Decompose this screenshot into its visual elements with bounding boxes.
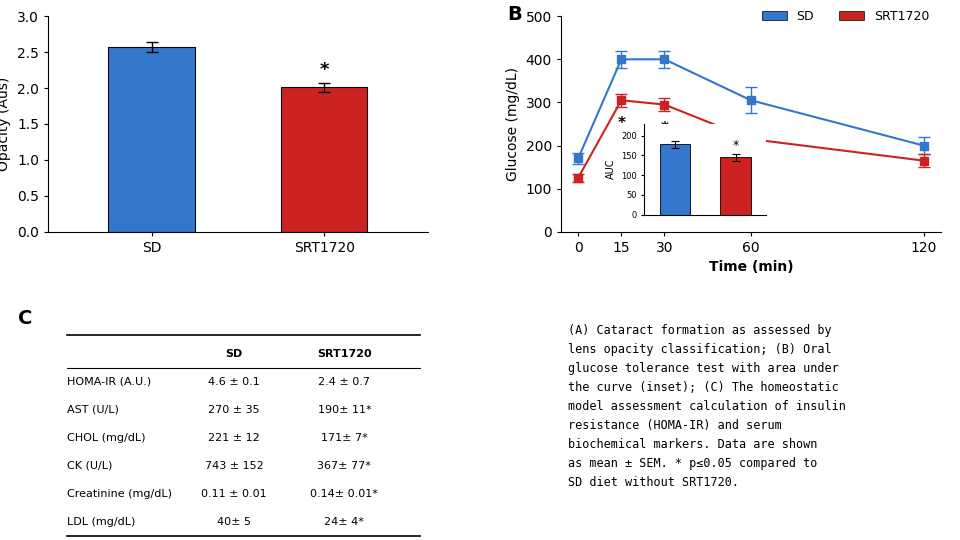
Text: 0.11 ± 0.01: 0.11 ± 0.01: [202, 489, 267, 498]
Text: 40± 5: 40± 5: [217, 517, 252, 526]
Text: CK (U/L): CK (U/L): [67, 461, 112, 471]
Text: SRT1720: SRT1720: [317, 348, 372, 359]
Text: SD: SD: [226, 348, 243, 359]
Text: 0.14± 0.01*: 0.14± 0.01*: [310, 489, 378, 498]
Text: 24± 4*: 24± 4*: [324, 517, 364, 526]
Text: 2.4 ± 0.7: 2.4 ± 0.7: [319, 376, 371, 387]
Text: 171± 7*: 171± 7*: [321, 433, 368, 443]
Text: B: B: [508, 5, 522, 24]
Text: (A) Cataract formation as assessed by
lens opacity classification; (B) Oral
gluc: (A) Cataract formation as assessed by le…: [568, 325, 847, 489]
Text: LDL (mg/dL): LDL (mg/dL): [67, 517, 135, 526]
Text: *: *: [320, 62, 329, 79]
Text: 743 ± 152: 743 ± 152: [204, 461, 264, 471]
Text: 221 ± 12: 221 ± 12: [208, 433, 260, 443]
Text: HOMA-IR (A.U.): HOMA-IR (A.U.): [67, 376, 151, 387]
Text: CHOL (mg/dL): CHOL (mg/dL): [67, 433, 146, 443]
X-axis label: Time (min): Time (min): [708, 260, 793, 274]
Bar: [281, 87, 368, 232]
Bar: [108, 47, 195, 232]
Text: *: *: [617, 116, 625, 131]
Text: 190± 11*: 190± 11*: [318, 404, 372, 415]
Text: 270 ± 35: 270 ± 35: [208, 404, 260, 415]
Text: C: C: [17, 309, 32, 328]
Text: 4.6 ± 0.1: 4.6 ± 0.1: [208, 376, 260, 387]
Text: AST (U/L): AST (U/L): [67, 404, 119, 415]
Text: 367± 77*: 367± 77*: [318, 461, 372, 471]
Y-axis label: Glucose (mg/dL): Glucose (mg/dL): [506, 67, 520, 181]
Text: Creatinine (mg/dL): Creatinine (mg/dL): [67, 489, 172, 498]
Y-axis label: Opacity (Aus): Opacity (Aus): [0, 77, 12, 171]
Legend: SD, SRT1720: SD, SRT1720: [756, 5, 934, 28]
Text: *: *: [660, 120, 668, 136]
